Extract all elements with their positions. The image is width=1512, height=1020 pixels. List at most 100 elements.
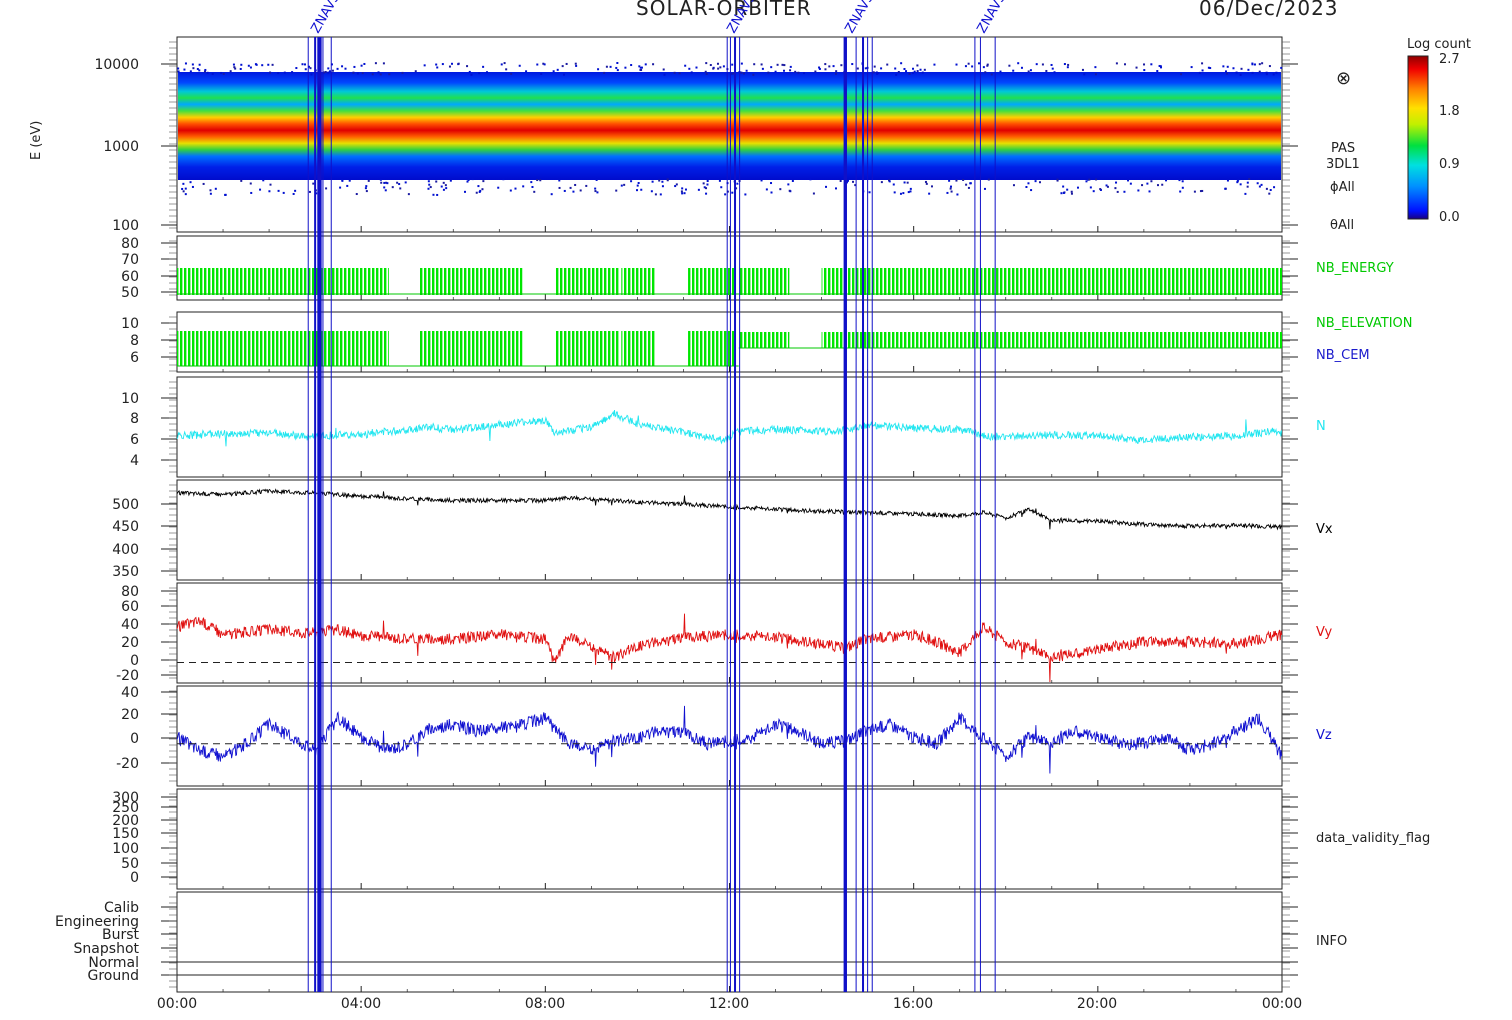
spectrogram-speckle <box>530 181 533 184</box>
spectrogram-speckle <box>912 71 915 74</box>
spectrogram-speckle <box>533 190 536 193</box>
spectrogram-speckle <box>346 184 349 187</box>
spectrogram-speckle <box>182 190 185 193</box>
spectrogram-speckle <box>196 67 199 70</box>
spectrogram-speckle <box>620 184 623 187</box>
spectrogram-speckle <box>209 192 212 195</box>
spectrogram-speckle <box>1038 181 1041 184</box>
spectrogram-speckle <box>781 63 784 66</box>
spectrogram-speckle <box>539 179 542 182</box>
series-lines <box>176 409 1283 774</box>
spectrogram-speckle <box>536 179 539 182</box>
spectrogram-speckle <box>684 64 687 67</box>
spectrogram-speckle <box>552 70 555 73</box>
spectrogram-speckle <box>355 193 358 196</box>
spectrogram-speckle <box>427 180 430 183</box>
spectrogram-speckle <box>1150 63 1153 66</box>
time-tick-label: 12:00 <box>709 996 749 1012</box>
spectrogram-speckle <box>509 189 512 192</box>
y-tick-label: 4 <box>130 453 139 469</box>
spectrogram-speckle <box>294 189 297 192</box>
spectrogram-speckle <box>603 71 606 74</box>
spectrogram-speckle <box>324 70 327 73</box>
spectrogram-speckle <box>377 71 380 74</box>
spectrogram-speckle <box>615 66 618 69</box>
spectrogram-speckle <box>894 67 897 70</box>
spectrogram-speckle <box>184 62 187 65</box>
spectrogram-speckle <box>269 183 272 186</box>
spectrogram-speckle <box>1060 192 1063 195</box>
spectrogram-speckle <box>638 65 641 68</box>
series-line-n <box>176 409 1283 447</box>
spectrogram-speckle <box>880 181 883 184</box>
spectrogram-speckle <box>681 192 684 195</box>
spectrogram-speckle <box>558 179 561 182</box>
spectrogram-speckle <box>401 71 404 74</box>
spectrogram-speckle <box>1025 185 1028 188</box>
spectrogram-speckle <box>824 68 827 71</box>
spectrogram-speckle <box>442 181 445 184</box>
spectrogram-speckle <box>232 63 235 66</box>
spectrogram-speckle <box>616 69 619 72</box>
spectrogram-speckle <box>203 70 206 73</box>
spectrogram-speckle <box>214 187 217 190</box>
spectrogram-speckle <box>742 72 745 75</box>
spectrogram-speckle <box>444 184 447 187</box>
spectrogram-speckle <box>794 70 797 73</box>
spectrogram-speckle <box>1115 181 1118 184</box>
spectrogram-speckle <box>789 69 792 72</box>
spectrogram-speckle <box>658 179 661 182</box>
y-tick-label: 100 <box>112 841 139 857</box>
spectrogram-speckle <box>791 179 794 182</box>
y-tick-label: -20 <box>116 668 139 684</box>
spectrogram-speckle <box>1137 189 1140 192</box>
label-validity: data_validity_flag <box>1316 831 1430 846</box>
spectrogram-speckle <box>282 191 285 194</box>
spectrogram-speckle <box>1269 189 1272 192</box>
spectrogram-speckle <box>876 72 879 75</box>
y-tick-label: 60 <box>121 599 139 615</box>
spectrogram-speckle <box>1143 63 1146 66</box>
spectrogram-speckle <box>1224 187 1227 190</box>
spectrogram-speckle <box>788 189 791 192</box>
y-tick-label: 50 <box>121 285 139 301</box>
spectrogram-speckle <box>572 190 575 193</box>
nb-energy-bars <box>688 268 735 295</box>
spectrogram-speckle <box>722 65 725 68</box>
nb-energy-bars <box>554 268 619 295</box>
spectrogram-speckle <box>565 62 568 65</box>
spectrogram-speckle <box>1129 182 1132 185</box>
y-tick-label: 50 <box>121 856 139 872</box>
spectrogram-speckle <box>336 67 339 70</box>
spectrogram-speckle <box>466 180 469 183</box>
nb-elevation-bars <box>738 332 790 348</box>
spectrogram-speckle <box>1258 63 1261 66</box>
spectrogram-speckle <box>407 193 410 196</box>
spectrogram-speckle <box>789 65 792 68</box>
spectrogram-speckle <box>1181 186 1184 189</box>
spectrogram-speckle <box>839 179 842 182</box>
spectrogram-speckle <box>724 193 727 196</box>
spectrogram-speckle <box>718 179 721 182</box>
spectrogram-speckle <box>1027 182 1030 185</box>
spectrogram-speckle <box>892 183 895 186</box>
spectrogram-speckle <box>987 178 990 181</box>
spectrogram-speckle <box>906 181 909 184</box>
spectrogram-speckle <box>907 191 910 194</box>
spectrogram-speckle <box>712 67 715 70</box>
spectrogram-speckle <box>323 71 326 74</box>
spectrogram-speckle <box>674 185 677 188</box>
spectrogram-speckle <box>1143 69 1146 72</box>
spectrogram-speckle <box>561 65 564 68</box>
spectrogram-speckle <box>616 62 619 65</box>
spectrogram-symbol: ⊗ <box>1336 68 1351 89</box>
spectrogram-speckle <box>909 187 912 190</box>
spectrogram-speckle <box>770 66 773 69</box>
spectrogram-speckle <box>414 70 417 73</box>
spectrogram-speckle <box>441 63 444 66</box>
spectrogram-speckle <box>380 181 383 184</box>
y-tick-label: 250 <box>112 800 139 816</box>
spectrogram-speckle <box>1190 66 1193 69</box>
spectrogram-speckle <box>899 192 902 195</box>
spectrogram-speckle <box>1232 67 1235 70</box>
